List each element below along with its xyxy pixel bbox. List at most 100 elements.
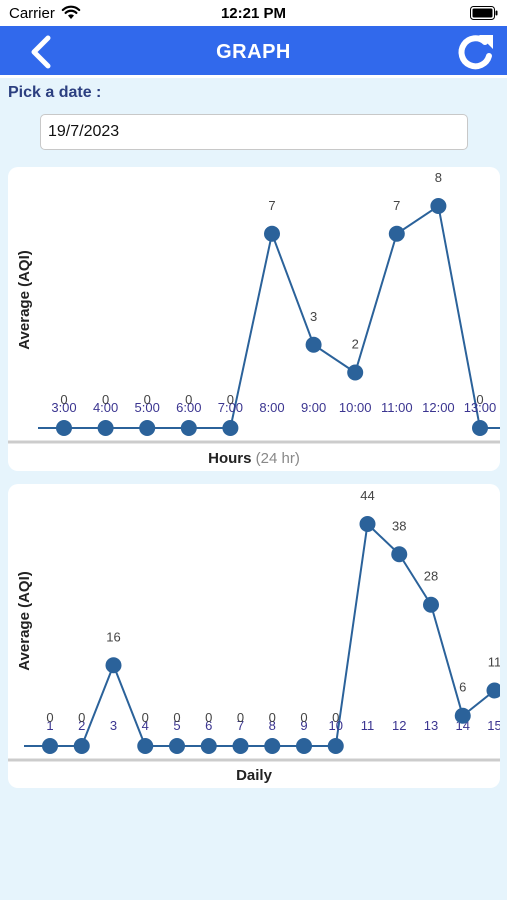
- hourly-tick-label: 11:00: [381, 400, 413, 415]
- daily-data-label: 0: [332, 710, 339, 725]
- hourly-data-label: 3: [310, 309, 317, 324]
- hourly-data-label: 0: [60, 392, 67, 407]
- date-input[interactable]: [40, 114, 468, 150]
- hourly-x-axis-label: Hours: [208, 450, 252, 467]
- hourly-data-point[interactable]: [388, 225, 405, 242]
- daily-x-axis-label: Daily: [236, 767, 272, 784]
- hourly-tick-label: 12:00: [422, 400, 455, 415]
- carrier-label: Carrier: [9, 5, 55, 22]
- daily-data-label: 6: [459, 680, 466, 695]
- hourly-data-label: 8: [435, 170, 442, 185]
- daily-data-point[interactable]: [391, 546, 408, 563]
- page-title: GRAPH: [216, 41, 291, 63]
- daily-data-label: 0: [142, 710, 149, 725]
- daily-data-point[interactable]: [42, 738, 58, 754]
- daily-chart: 1020316405060708090100114412381328146151…: [8, 488, 501, 762]
- daily-data-point[interactable]: [359, 516, 376, 532]
- daily-data-label: 16: [106, 629, 120, 644]
- daily-data-label: 0: [205, 710, 212, 725]
- daily-data-label: 0: [46, 710, 53, 725]
- daily-tick-label: 3: [110, 718, 117, 733]
- hourly-x-axis-unit: (24 hr): [255, 450, 300, 467]
- daily-tick-label: 4: [142, 718, 149, 733]
- status-bar: Carrier 12:21 PM: [0, 0, 507, 26]
- daily-data-label: 0: [173, 710, 180, 725]
- hourly-tick-label: 9:00: [301, 400, 326, 415]
- daily-tick-label: 12: [392, 718, 406, 733]
- refresh-icon[interactable]: [455, 31, 497, 73]
- hourly-data-label: 0: [476, 392, 483, 407]
- hourly-chart-card: 3:00 0 4:00 0 5:00 0 6:00 0 7:00 0 8:00 7 9:00 3 10:00…: [8, 167, 500, 471]
- daily-tick-label: 10: [329, 718, 343, 733]
- daily-tick-label: 1: [46, 718, 53, 733]
- daily-data-point[interactable]: [137, 738, 154, 754]
- wifi-icon: [61, 5, 81, 19]
- hourly-tick-label: 3:00: [51, 400, 76, 415]
- hourly-tick-label: 4:00: [93, 400, 118, 415]
- daily-series-line: [50, 521, 500, 747]
- daily-data-point[interactable]: [423, 596, 439, 613]
- hourly-data-label: 0: [185, 392, 192, 407]
- hourly-data-point[interactable]: [222, 420, 239, 436]
- hourly-data-label: 0: [144, 392, 151, 407]
- daily-data-label: 28: [424, 569, 438, 584]
- daily-tick-label: 8: [269, 718, 276, 733]
- hourly-data-point[interactable]: [305, 336, 322, 353]
- daily-data-point[interactable]: [169, 738, 185, 754]
- daily-tick-label: 6: [205, 718, 212, 733]
- daily-y-axis-title: Average (AQI): [16, 571, 33, 670]
- daily-tick-label: 2: [78, 718, 85, 733]
- daily-x-axis-title: Daily: [8, 767, 500, 784]
- hourly-data-point[interactable]: [472, 420, 488, 436]
- hourly-tick-label: 5:00: [135, 400, 160, 415]
- hourly-data-label: 0: [102, 392, 109, 407]
- hourly-tick-label: 7:00: [218, 400, 243, 415]
- back-icon[interactable]: [22, 32, 62, 72]
- hourly-tick-label: 13:00: [464, 400, 497, 415]
- daily-data-point[interactable]: [296, 738, 312, 754]
- clock-label: 12:21 PM: [220, 5, 287, 22]
- hourly-tick-label: 6:00: [176, 400, 201, 415]
- daily-data-point[interactable]: [105, 657, 122, 674]
- daily-data-point[interactable]: [73, 738, 90, 754]
- daily-tick-label: 9: [300, 718, 307, 733]
- daily-data-label: 44: [360, 488, 374, 503]
- daily-data-point[interactable]: [486, 682, 501, 699]
- hourly-data-label: 7: [393, 198, 400, 213]
- hourly-tick-label: 10:00: [339, 400, 372, 415]
- hourly-x-axis-title: Hours (24 hr): [8, 450, 500, 467]
- daily-data-label: 11: [488, 655, 500, 670]
- hourly-y-axis-title: Average (AQI): [16, 250, 33, 349]
- hourly-series-line: [64, 204, 500, 429]
- hourly-data-point[interactable]: [97, 420, 114, 436]
- daily-data-point[interactable]: [232, 738, 249, 754]
- daily-data-point[interactable]: [264, 738, 281, 754]
- hourly-data-point[interactable]: [180, 420, 197, 436]
- battery-icon: [470, 6, 498, 20]
- daily-data-label: 0: [237, 710, 244, 725]
- hourly-tick-label: 8:00: [259, 400, 284, 415]
- daily-chart-card: 1 0 2 0 3 16 4 0 5 0 6 0 7 0 8 0 9 0 10 0 11 44 12 38 13 28 14 6 15 1…: [8, 484, 500, 788]
- hourly-data-label: 7: [268, 198, 275, 213]
- date-label: Pick a date :: [8, 84, 102, 101]
- daily-data-point[interactable]: [454, 707, 471, 724]
- hourly-data-point[interactable]: [139, 420, 156, 436]
- daily-tick-label: 11: [361, 718, 375, 733]
- hourly-data-point[interactable]: [264, 225, 280, 242]
- daily-data-label: 0: [269, 710, 276, 725]
- daily-data-point[interactable]: [200, 738, 217, 754]
- daily-data-label: 38: [392, 518, 406, 533]
- hourly-data-point[interactable]: [430, 198, 447, 214]
- daily-data-label: 0: [78, 710, 85, 725]
- hourly-chart: 3:0004:0005:0006:0007:0008:0079:00310:00…: [8, 170, 500, 444]
- daily-tick-label: 7: [237, 718, 244, 733]
- nav-bar: GRAPH: [0, 26, 507, 78]
- daily-tick-label: 15: [487, 718, 500, 733]
- hourly-data-point[interactable]: [56, 420, 72, 436]
- daily-tick-label: 5: [173, 718, 180, 733]
- hourly-data-point[interactable]: [347, 364, 364, 381]
- hourly-data-label: 0: [227, 392, 234, 407]
- hourly-data-label: 2: [352, 337, 359, 352]
- daily-data-point[interactable]: [327, 738, 344, 754]
- daily-data-label: 0: [300, 710, 307, 725]
